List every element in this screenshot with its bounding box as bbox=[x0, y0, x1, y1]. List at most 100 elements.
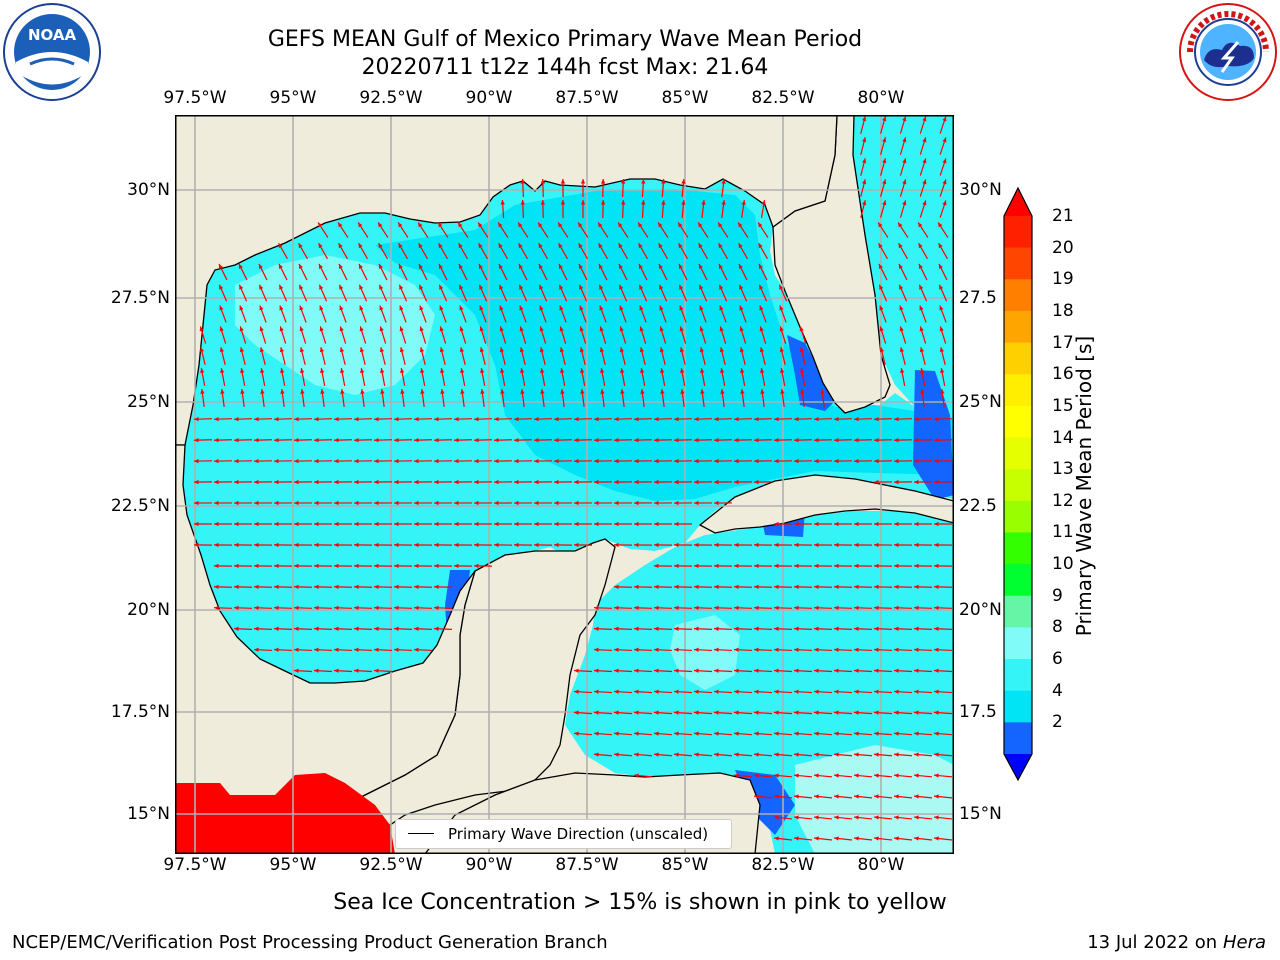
wave-arrow-head bbox=[634, 417, 639, 422]
wave-arrow-head bbox=[874, 836, 879, 841]
wave-arrow-head bbox=[514, 521, 519, 527]
wave-arrow-head bbox=[934, 773, 939, 778]
colorbar-segment bbox=[1004, 722, 1032, 755]
wave-arrow-head bbox=[234, 542, 239, 548]
wave-arrow-head bbox=[834, 437, 839, 443]
wave-arrow-head bbox=[554, 542, 559, 548]
wave-arrow-head bbox=[634, 752, 639, 757]
wave-arrow-head bbox=[914, 542, 919, 548]
wave-arrow-head bbox=[314, 668, 319, 673]
wave-arrow-head bbox=[834, 710, 839, 715]
wave-arrow-head bbox=[922, 137, 927, 143]
wave-arrow-head bbox=[862, 158, 867, 164]
wave-arrow-head bbox=[599, 347, 605, 353]
wave-arrow-head bbox=[398, 243, 403, 249]
wave-arrow-head bbox=[314, 584, 319, 590]
wave-arrow-head bbox=[498, 222, 503, 228]
wave-arrow-head bbox=[854, 773, 859, 778]
wave-arrow-head bbox=[774, 417, 779, 422]
wave-arrow-head bbox=[460, 368, 465, 373]
wave-arrow-head bbox=[414, 417, 419, 422]
wave-arrow-head bbox=[214, 458, 219, 464]
wave-arrow-head bbox=[758, 243, 763, 249]
wave-arrow-head bbox=[774, 437, 779, 443]
colorbar bbox=[1003, 186, 1033, 782]
wave-arrow-head bbox=[459, 284, 464, 290]
wave-arrow-head bbox=[834, 773, 839, 778]
wave-arrow-head bbox=[774, 647, 779, 652]
wave-arrow-head bbox=[579, 284, 584, 290]
wave-arrow-head bbox=[374, 626, 379, 631]
wave-arrow-head bbox=[498, 243, 503, 249]
wave-arrow-head bbox=[882, 179, 887, 185]
wave-arrow-head bbox=[834, 836, 839, 841]
wave-arrow-head bbox=[334, 605, 339, 610]
wave-arrow-head bbox=[774, 815, 779, 820]
wave-arrow-head bbox=[358, 263, 363, 269]
wave-arrow-head bbox=[934, 752, 939, 757]
wave-arrow-head bbox=[540, 200, 546, 205]
wave-arrow-head bbox=[558, 263, 563, 269]
mexico-west-coast-land bbox=[175, 444, 476, 854]
wave-arrow-head bbox=[814, 794, 819, 799]
wave-arrow-head bbox=[694, 417, 699, 422]
wave-arrow-head bbox=[794, 626, 799, 631]
wave-arrow-head bbox=[314, 500, 319, 506]
wave-arrow-head bbox=[294, 647, 299, 652]
wave-arrow-head bbox=[399, 347, 405, 353]
wave-arrow-head bbox=[919, 284, 924, 290]
wave-arrow-head bbox=[614, 647, 619, 652]
wave-arrow-head bbox=[874, 605, 879, 610]
wave-arrow-head bbox=[794, 542, 799, 548]
wave-arrow-head bbox=[574, 437, 579, 443]
wave-arrow-head bbox=[918, 243, 923, 249]
wave-arrow-head bbox=[254, 479, 259, 485]
wave-arrow-head bbox=[499, 347, 505, 353]
wave-arrow-head bbox=[594, 752, 599, 757]
wave-arrow-head bbox=[740, 368, 745, 373]
wave-arrow-head bbox=[619, 284, 624, 290]
wave-arrow-head bbox=[714, 731, 719, 736]
wave-arrow-head bbox=[654, 500, 659, 506]
wave-arrow-head bbox=[641, 179, 646, 184]
wave-arrow-head bbox=[499, 284, 504, 290]
wave-arrow-head bbox=[800, 389, 805, 394]
wave-arrow-head bbox=[834, 752, 839, 757]
wave-arrow-head bbox=[434, 542, 439, 548]
wave-arrow-head bbox=[594, 437, 599, 443]
wave-arrow-head bbox=[199, 347, 205, 353]
wave-arrow-head bbox=[734, 710, 739, 715]
wave-arrow-head bbox=[634, 689, 639, 694]
wave-arrow-head bbox=[414, 626, 419, 631]
wave-arrow-head bbox=[560, 179, 566, 184]
wave-arrow-head bbox=[654, 563, 659, 569]
wave-arrow-head bbox=[934, 647, 939, 652]
wave-arrow-head bbox=[574, 542, 579, 548]
chart-subtitle: 20220711 t12z 144h fcst Max: 21.64 bbox=[361, 55, 769, 80]
wave-arrow-head bbox=[834, 794, 839, 799]
wave-arrow-head bbox=[214, 479, 219, 485]
wave-arrow-head bbox=[754, 563, 759, 569]
wave-arrow-head bbox=[874, 479, 879, 485]
sea-ice-caption-text: Sea Ice Concentration > 15% is shown in … bbox=[333, 890, 947, 915]
wave-arrow-head bbox=[414, 500, 419, 506]
wave-arrow-head bbox=[359, 305, 364, 311]
wave-arrow-head bbox=[934, 417, 939, 422]
lat-tick-left: 15°N bbox=[127, 804, 170, 824]
wave-arrow-head bbox=[614, 479, 619, 485]
wave-arrow-head bbox=[919, 305, 924, 311]
wave-arrow-head bbox=[939, 305, 944, 311]
wave-arrow-head bbox=[279, 347, 285, 353]
wave-arrow-head bbox=[834, 626, 839, 631]
wave-arrow-head bbox=[598, 222, 603, 228]
wave-arrow-head bbox=[661, 179, 666, 184]
wave-arrow-head bbox=[714, 647, 719, 652]
wave-arrow-head bbox=[274, 584, 279, 590]
wave-arrow-head bbox=[334, 479, 339, 485]
wave-arrow-head bbox=[554, 500, 559, 506]
wave-arrow-head bbox=[334, 542, 339, 548]
wave-arrow-head bbox=[258, 263, 263, 269]
wave-arrow-head bbox=[894, 773, 899, 778]
wave-arrow-head bbox=[334, 500, 339, 506]
wave-arrow-head bbox=[874, 815, 879, 820]
